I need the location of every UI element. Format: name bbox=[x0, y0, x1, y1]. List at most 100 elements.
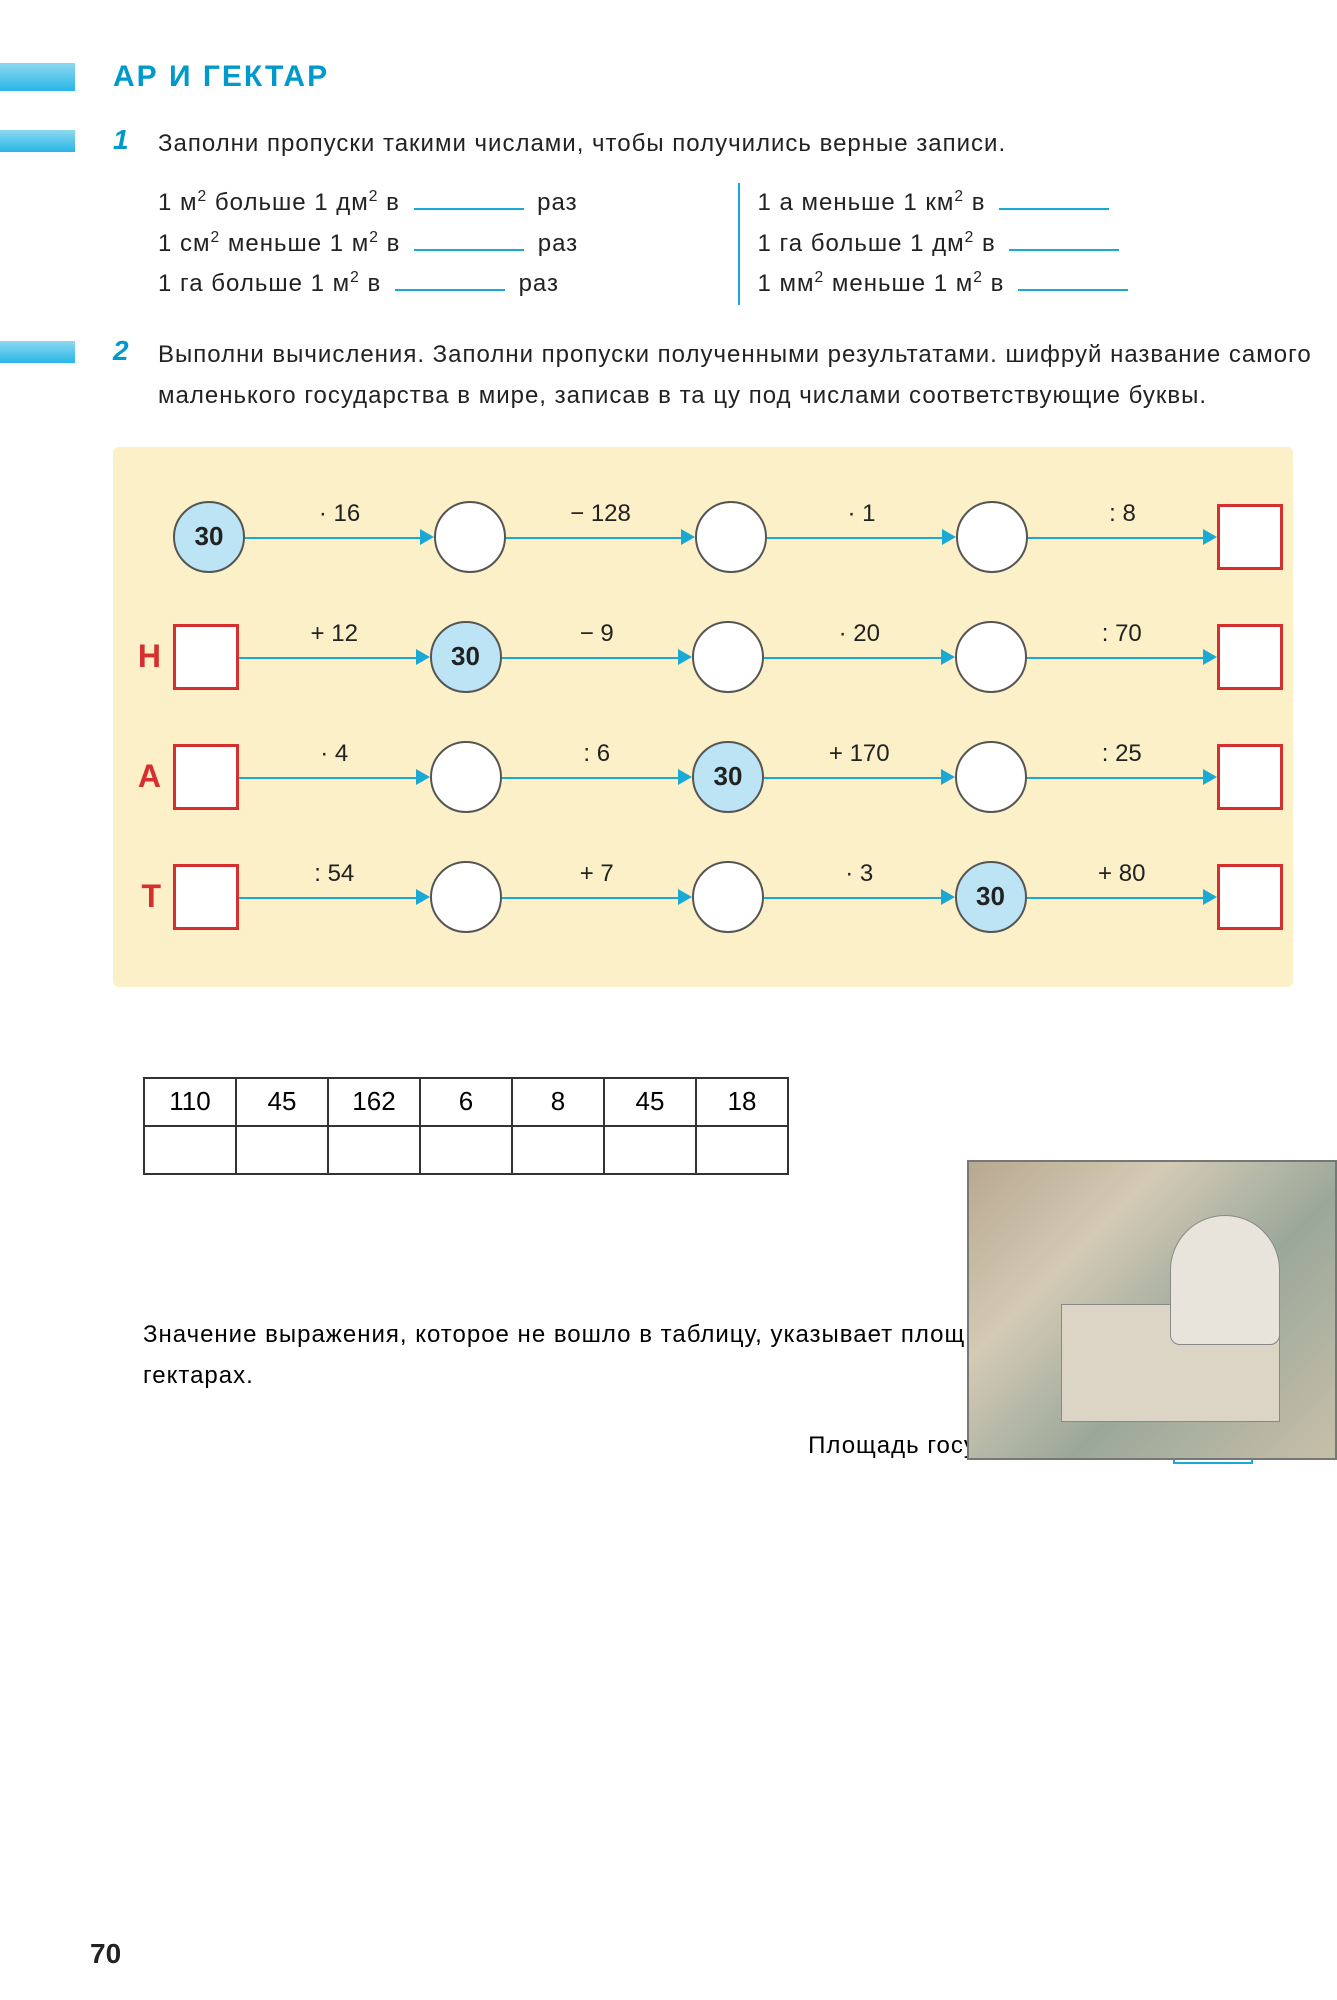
chain-circle-start: 30 bbox=[430, 621, 502, 693]
task1-left-line: 1 м2 больше 1 дм2 в раз bbox=[158, 183, 718, 224]
vatican-photo bbox=[967, 1160, 1337, 1460]
chain-row-label: Т bbox=[123, 878, 173, 915]
chain-arrow: − 9 bbox=[502, 656, 693, 658]
chain-operation: · 20 bbox=[839, 620, 880, 648]
chain-arrow: : 6 bbox=[502, 776, 693, 778]
chain-operation: : 70 bbox=[1102, 620, 1142, 648]
answer-value-cell: 45 bbox=[604, 1078, 696, 1126]
chain-operation: + 80 bbox=[1098, 860, 1145, 888]
task1-right-line: 1 мм2 меньше 1 м2 в bbox=[758, 264, 1318, 305]
task1-text: Заполни пропуски такими числами, чтобы п… bbox=[158, 124, 1337, 165]
answer-value-cell: 110 bbox=[144, 1078, 236, 1126]
chain-operation: + 170 bbox=[829, 740, 890, 768]
task2-number: 2 bbox=[113, 335, 143, 367]
chain-operation: · 16 bbox=[319, 500, 360, 528]
chain-operation: : 6 bbox=[583, 740, 610, 768]
chain-row: А· 4: 630+ 170: 25 bbox=[123, 717, 1283, 837]
blank-input[interactable] bbox=[999, 183, 1109, 209]
chain-operation: : 25 bbox=[1102, 740, 1142, 768]
chain-row: Т: 54+ 7· 330+ 80 bbox=[123, 837, 1283, 957]
chain-square[interactable] bbox=[1217, 624, 1283, 690]
chain-operation: + 7 bbox=[580, 860, 614, 888]
chain-arrow: · 16 bbox=[245, 536, 434, 538]
chain-circle-start: 30 bbox=[955, 861, 1027, 933]
chain-arrow: : 70 bbox=[1027, 656, 1218, 658]
chain-operation: · 4 bbox=[320, 740, 348, 768]
answer-letter-cell[interactable] bbox=[512, 1126, 604, 1174]
task1-number: 1 bbox=[113, 124, 143, 156]
task1-right-col: 1 а меньше 1 км2 в 1 га больше 1 дм2 в 1… bbox=[758, 183, 1337, 305]
page-title: АР И ГЕКТАР bbox=[113, 60, 329, 94]
chain-row: Н+ 1230− 9· 20: 70 bbox=[123, 597, 1283, 717]
chain-operation: · 1 bbox=[847, 500, 875, 528]
chain-circle[interactable] bbox=[430, 741, 502, 813]
task1-right-line: 1 га больше 1 дм2 в bbox=[758, 224, 1318, 265]
chain-square[interactable] bbox=[173, 864, 239, 930]
answer-table: 11045162684518 bbox=[143, 1077, 789, 1175]
blank-input[interactable] bbox=[1018, 265, 1128, 291]
blank-input[interactable] bbox=[414, 224, 524, 250]
chain-operation: : 8 bbox=[1109, 500, 1136, 528]
chain-arrow: + 80 bbox=[1027, 896, 1218, 898]
chain-row-label: Н bbox=[123, 638, 173, 675]
chain-circle[interactable] bbox=[955, 621, 1027, 693]
chain-square[interactable] bbox=[173, 624, 239, 690]
answer-letter-cell[interactable] bbox=[236, 1126, 328, 1174]
chain-square[interactable] bbox=[173, 744, 239, 810]
blank-input[interactable] bbox=[1009, 224, 1119, 250]
answer-letter-cell[interactable] bbox=[420, 1126, 512, 1174]
chain-arrow: : 8 bbox=[1028, 536, 1217, 538]
chain-square[interactable] bbox=[1217, 504, 1283, 570]
page-number: 70 bbox=[90, 1938, 121, 1970]
chain-circle-start: 30 bbox=[173, 501, 245, 573]
answer-letter-cell[interactable] bbox=[144, 1126, 236, 1174]
chain-circle[interactable] bbox=[692, 621, 764, 693]
answer-value-cell: 8 bbox=[512, 1078, 604, 1126]
chain-arrow: + 12 bbox=[239, 656, 430, 658]
chain-circle[interactable] bbox=[955, 741, 1027, 813]
chain-circle[interactable] bbox=[695, 501, 767, 573]
task1-left-col: 1 м2 больше 1 дм2 в раз 1 см2 меньше 1 м… bbox=[158, 183, 738, 305]
task2-text: Выполни вычисления. Заполни пропуски пол… bbox=[158, 335, 1337, 417]
answer-value-cell: 162 bbox=[328, 1078, 420, 1126]
chain-operation: − 9 bbox=[580, 620, 614, 648]
task1-left-line: 1 га больше 1 м2 в раз bbox=[158, 264, 718, 305]
task-tab bbox=[0, 341, 75, 363]
chain-arrow: · 4 bbox=[239, 776, 430, 778]
chain-square[interactable] bbox=[1217, 864, 1283, 930]
chain-operation: · 3 bbox=[845, 860, 873, 888]
answer-letter-cell[interactable] bbox=[328, 1126, 420, 1174]
answer-value-cell: 45 bbox=[236, 1078, 328, 1126]
task-tab bbox=[0, 130, 75, 152]
chain-arrow: + 7 bbox=[502, 896, 693, 898]
chain-row-label: А bbox=[123, 758, 173, 795]
chain-diagram: 30· 16− 128· 1: 8Н+ 1230− 9· 20: 70А· 4:… bbox=[113, 447, 1293, 987]
answer-value-cell: 6 bbox=[420, 1078, 512, 1126]
chain-arrow: − 128 bbox=[506, 536, 695, 538]
answer-value-cell: 18 bbox=[696, 1078, 788, 1126]
chain-square[interactable] bbox=[1217, 744, 1283, 810]
chain-arrow: · 3 bbox=[764, 896, 955, 898]
chain-circle[interactable] bbox=[434, 501, 506, 573]
chain-circle[interactable] bbox=[430, 861, 502, 933]
chain-arrow: : 54 bbox=[239, 896, 430, 898]
answer-letter-cell[interactable] bbox=[604, 1126, 696, 1174]
chain-arrow: + 170 bbox=[764, 776, 955, 778]
chain-circle[interactable] bbox=[692, 861, 764, 933]
chain-operation: + 12 bbox=[311, 620, 358, 648]
blank-input[interactable] bbox=[395, 265, 505, 291]
chain-operation: : 54 bbox=[314, 860, 354, 888]
chain-row: 30· 16− 128· 1: 8 bbox=[123, 477, 1283, 597]
task1-left-line: 1 см2 меньше 1 м2 в раз bbox=[158, 224, 718, 265]
header-tab bbox=[0, 63, 75, 91]
chain-arrow: : 25 bbox=[1027, 776, 1218, 778]
answer-letter-cell[interactable] bbox=[696, 1126, 788, 1174]
chain-arrow: · 20 bbox=[764, 656, 955, 658]
chain-circle-start: 30 bbox=[692, 741, 764, 813]
chain-circle[interactable] bbox=[956, 501, 1028, 573]
task1-right-line: 1 а меньше 1 км2 в bbox=[758, 183, 1318, 224]
blank-input[interactable] bbox=[414, 183, 524, 209]
chain-operation: − 128 bbox=[570, 500, 631, 528]
column-divider bbox=[738, 183, 740, 305]
chain-arrow: · 1 bbox=[767, 536, 956, 538]
